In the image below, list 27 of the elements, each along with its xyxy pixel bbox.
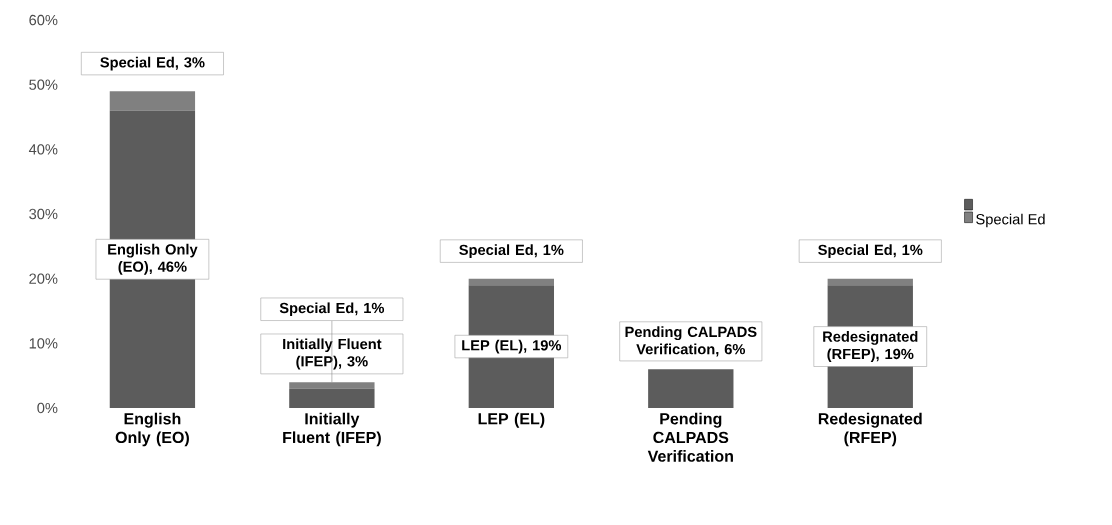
bar <box>289 388 375 408</box>
y-tick-label: 20% <box>29 273 58 284</box>
y-tick-label: 60% <box>29 14 58 26</box>
bar <box>109 90 196 111</box>
legend-label: Special Ed <box>976 213 1045 228</box>
bar <box>648 369 734 408</box>
data-label: Special Ed, 1% <box>279 302 385 316</box>
data-label: Pending CALPADS Verification, 6% <box>625 326 757 357</box>
data-label: Initially Fluent (IFEP), 3% <box>283 338 382 370</box>
data-label: English Only (EO), 46% <box>108 243 198 275</box>
x-tick-label: English Only (EO) <box>115 412 189 447</box>
x-tick-label: LEP (EL) <box>478 412 545 428</box>
data-label: Special Ed, 3% <box>100 56 205 71</box>
data-label: Redesignated (RFEP), 19% <box>823 330 918 362</box>
y-tick-label: 40% <box>28 144 58 155</box>
x-tick-label: Redesignated (RFEP) <box>818 412 922 447</box>
x-tick-label: Pending CALPADS Verification <box>647 412 733 462</box>
y-tick-label: 50% <box>29 79 58 90</box>
bar <box>827 278 913 285</box>
bar <box>468 278 554 285</box>
y-tick-label: 10% <box>29 338 58 349</box>
data-label: LEP (EL), 19% <box>462 339 562 354</box>
y-tick-label: 30% <box>29 208 58 220</box>
data-label: Special Ed, 1% <box>818 244 923 258</box>
data-label: Special Ed, 1% <box>459 244 564 258</box>
y-tick-label: 0% <box>37 402 58 414</box>
x-tick-label: Initially Fluent (IFEP) <box>283 412 381 447</box>
